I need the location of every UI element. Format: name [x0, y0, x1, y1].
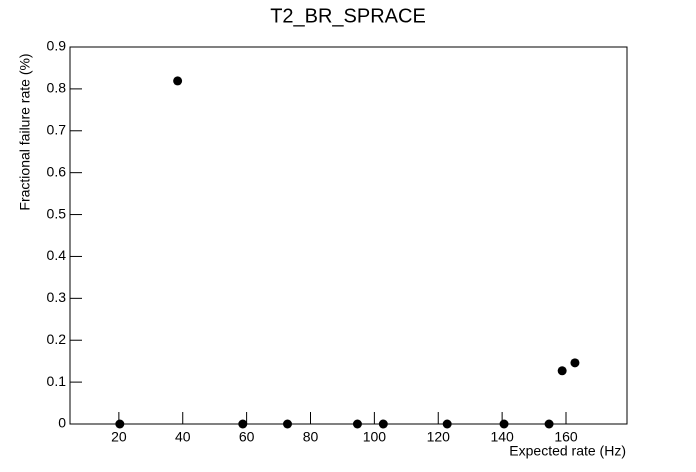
y-tick-label: 0.4 — [47, 247, 67, 263]
point — [115, 419, 125, 429]
point — [352, 419, 362, 429]
y-tick-label: 0.9 — [47, 38, 67, 54]
y-tick-label: 0.2 — [47, 331, 67, 347]
y-tick-label: 0.6 — [47, 163, 67, 179]
point — [173, 76, 183, 86]
x-tick-label: 160 — [554, 429, 578, 445]
y-tick-label: 0.3 — [47, 289, 67, 305]
y-tick-label: 0.5 — [47, 205, 67, 221]
y-axis-label: Fractional failure rate (%) — [17, 53, 33, 210]
point — [499, 419, 509, 429]
chart-title: T2_BR_SPRACE — [270, 5, 426, 27]
point — [282, 419, 292, 429]
y-tick-label: 0.8 — [47, 80, 67, 96]
x-tick-label: 140 — [490, 429, 514, 445]
point — [557, 366, 567, 376]
point — [442, 419, 452, 429]
x-tick-label: 60 — [239, 429, 255, 445]
point — [238, 419, 248, 429]
x-tick-label: 100 — [363, 429, 387, 445]
x-tick-label: 120 — [427, 429, 451, 445]
x-axis-label: Expected rate (Hz) — [509, 443, 626, 459]
x-tick-label: 40 — [175, 429, 191, 445]
point — [570, 358, 580, 368]
y-tick-label: 0 — [58, 415, 66, 431]
x-tick-label: 80 — [303, 429, 319, 445]
point — [378, 419, 388, 429]
plot-frame — [69, 46, 628, 425]
x-tick-label: 20 — [111, 429, 127, 445]
y-tick-label: 0.1 — [47, 373, 67, 389]
y-tick-label: 0.7 — [47, 121, 67, 137]
point — [544, 419, 554, 429]
